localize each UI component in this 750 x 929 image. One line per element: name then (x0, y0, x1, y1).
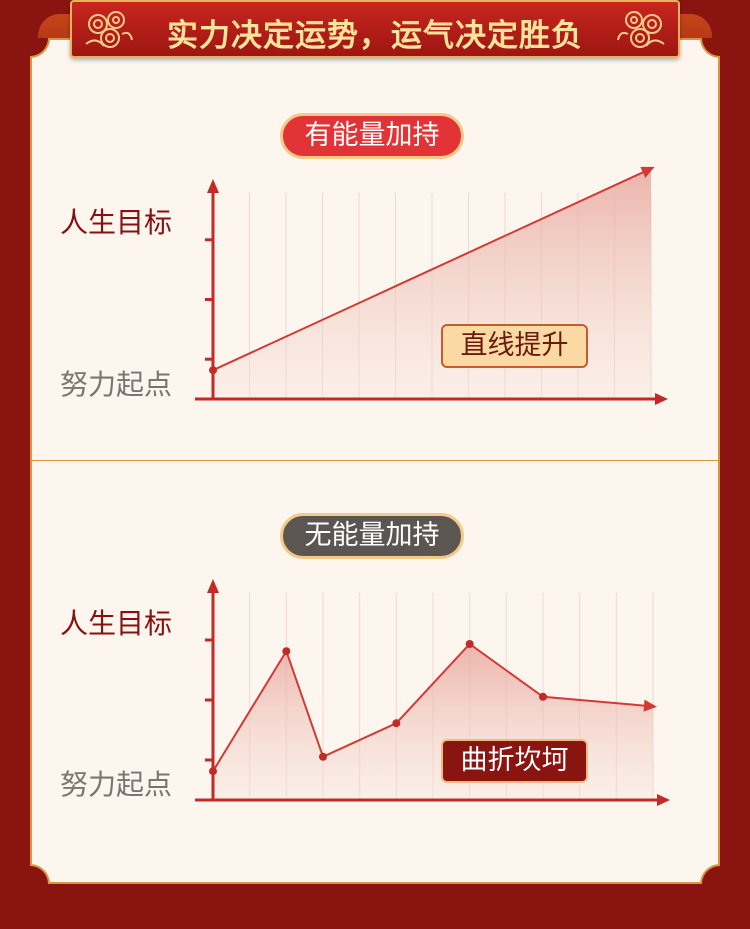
data-point (392, 719, 401, 728)
data-point (282, 647, 291, 656)
x-axis-arrow (655, 393, 668, 405)
page-title: 实力决定运势，运气决定胜负 (167, 18, 583, 54)
header-banner: 实力决定运势，运气决定胜负 (70, 0, 680, 58)
data-point (465, 640, 474, 648)
data-point (319, 752, 327, 761)
y-top-label: 人生目标 (60, 206, 173, 239)
y-bottom-label: 努力起点 (60, 768, 173, 801)
y-axis-arrow (207, 579, 219, 593)
auspicious-cloud-icon (85, 11, 133, 48)
panel-label-without-energy: 无能量加持 (280, 513, 464, 559)
chart-without-energy (195, 579, 670, 806)
series-arrow (640, 166, 655, 178)
series-line (212, 167, 652, 372)
annotation-twists-and-turns: 曲折坎坷 (441, 739, 588, 783)
panel-label-with-energy: 有能量加持 (280, 113, 464, 159)
y-top-label: 人生目标 (60, 607, 173, 640)
auspicious-cloud-icon (617, 11, 665, 48)
data-point (539, 692, 547, 701)
chart-with-energy (195, 166, 668, 405)
annotation-straight-rise: 直线提升 (441, 324, 588, 368)
y-axis-arrow (207, 179, 219, 193)
section-divider (32, 460, 718, 461)
y-bottom-label: 努力起点 (60, 368, 173, 401)
x-axis-arrow (657, 794, 670, 806)
series-arrow (643, 699, 657, 712)
